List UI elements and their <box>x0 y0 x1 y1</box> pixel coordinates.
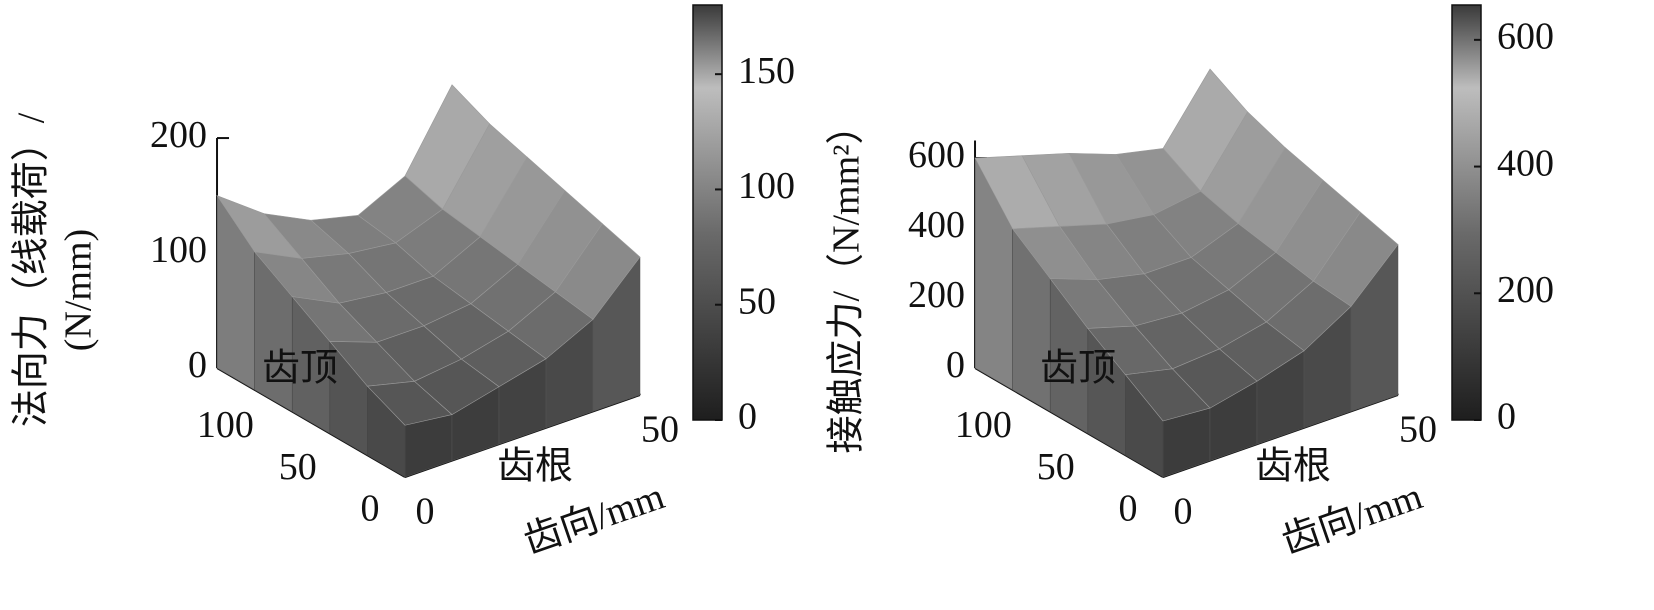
annotation: 齿根 <box>1255 446 1331 488</box>
annotation: 齿顶 <box>1040 348 1116 390</box>
surface-patch <box>366 380 453 426</box>
z-tick-label: 0 <box>188 344 207 386</box>
z-tick-label: 0 <box>946 344 965 386</box>
z-axis-label: 法向力（线载荷）/ <box>11 112 53 427</box>
z-tick-label: 100 <box>150 229 207 271</box>
colorbar-tick-label: 0 <box>738 396 757 438</box>
colorbar-tick-label: 50 <box>738 280 776 322</box>
x-tick-label: 0 <box>416 491 435 533</box>
x-axis-label: 齿向/mm <box>518 475 669 562</box>
colorbar-tick-label: 600 <box>1497 16 1554 58</box>
colorbar-tick-label: 200 <box>1497 269 1554 311</box>
y-tick-label: 100 <box>197 404 254 446</box>
colorbar-tick-label: 150 <box>738 50 795 92</box>
z-tick-label: 200 <box>908 274 965 316</box>
colorbar-tick-label: 100 <box>738 165 795 207</box>
z-tick-label: 200 <box>150 114 207 156</box>
x-tick-label: 50 <box>641 409 679 451</box>
annotation: 齿顶 <box>262 348 338 390</box>
y-tick-label: 0 <box>1119 488 1138 530</box>
colorbar-tick-label: 400 <box>1497 142 1554 184</box>
annotation: 齿根 <box>497 446 573 488</box>
surface-patch <box>1124 368 1211 422</box>
z-axis-label: (N/mm) <box>58 229 100 351</box>
y-tick-label: 50 <box>1037 446 1075 488</box>
colorbar <box>1451 4 1482 421</box>
z-tick-label: 400 <box>908 204 965 246</box>
colorbar-tick-label: 0 <box>1497 396 1516 438</box>
y-tick-label: 50 <box>279 446 317 488</box>
x-tick-label: 50 <box>1399 409 1437 451</box>
x-axis-label: 齿向/mm <box>1276 475 1427 562</box>
z-axis-label: 接触应力/（N/mm²） <box>826 106 868 453</box>
colorbar <box>692 4 723 421</box>
x-tick-label: 0 <box>1174 491 1193 533</box>
y-tick-label: 100 <box>955 404 1012 446</box>
y-tick-label: 0 <box>361 488 380 530</box>
z-tick-label: 600 <box>908 134 965 176</box>
